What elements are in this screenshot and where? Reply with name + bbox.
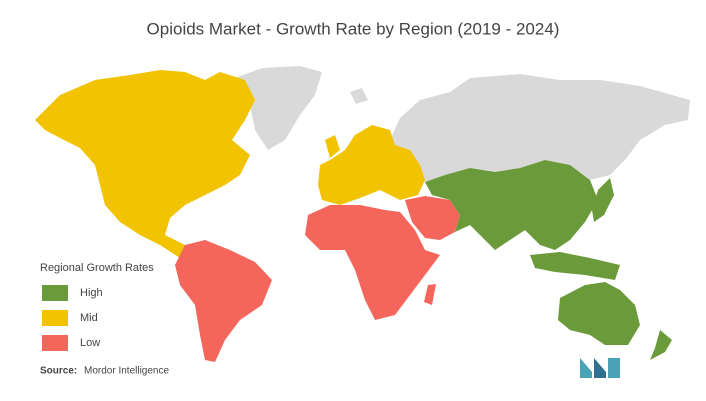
legend-swatch bbox=[42, 285, 68, 301]
middle-east bbox=[405, 196, 460, 240]
australia bbox=[558, 282, 640, 345]
asia bbox=[425, 160, 598, 250]
source-text: Mordor Intelligence bbox=[84, 366, 169, 377]
legend-title: Regional Growth Rates bbox=[40, 262, 154, 274]
legend-swatch bbox=[42, 310, 68, 326]
legend-label: High bbox=[80, 287, 103, 299]
svalbard bbox=[350, 88, 368, 104]
madagascar bbox=[424, 284, 436, 305]
greenland bbox=[235, 66, 322, 150]
legend-swatch bbox=[42, 335, 68, 351]
africa bbox=[305, 205, 440, 320]
map-title: Opioids Market - Growth Rate by Region (… bbox=[147, 19, 560, 38]
source-label: Source: bbox=[40, 366, 77, 377]
new-zealand bbox=[650, 330, 672, 360]
legend: Regional Growth Rates High Mid Low bbox=[40, 262, 154, 351]
north-america bbox=[35, 70, 255, 258]
japan bbox=[592, 178, 614, 222]
south-america bbox=[175, 240, 272, 362]
indonesia bbox=[530, 252, 620, 280]
legend-label: Mid bbox=[80, 312, 98, 324]
legend-label: Low bbox=[80, 337, 100, 349]
world-map bbox=[35, 66, 690, 362]
uk bbox=[325, 135, 340, 158]
russia bbox=[390, 74, 690, 182]
europe bbox=[318, 125, 425, 205]
logo bbox=[580, 358, 620, 378]
